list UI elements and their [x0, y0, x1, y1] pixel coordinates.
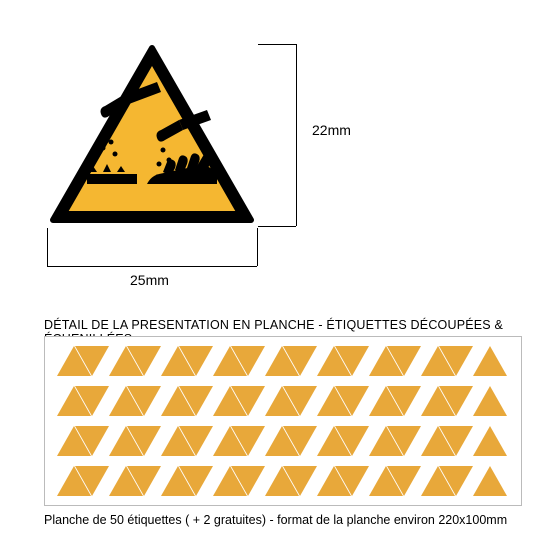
dim-h-tick-left — [47, 228, 48, 266]
sheet-triangle-down — [231, 466, 265, 496]
sheet-triangle-down — [439, 386, 473, 416]
sheet-triangle-up — [473, 466, 507, 496]
sheet-triangle-down — [127, 466, 161, 496]
dim-h-line — [47, 266, 257, 267]
dim-v-tick-top — [258, 44, 296, 45]
sheet-triangle-down — [75, 426, 109, 456]
sheet-triangle-down — [75, 466, 109, 496]
sheet-triangle-down — [179, 346, 213, 376]
dim-v-tick-bottom — [258, 226, 296, 227]
label-sheet — [44, 336, 522, 506]
sheet-triangle-down — [231, 386, 265, 416]
sheet-triangle-down — [75, 386, 109, 416]
sheet-triangle-down — [283, 426, 317, 456]
sheet-triangle-down — [335, 426, 369, 456]
dim-v-line — [296, 44, 297, 226]
sheet-triangle-down — [75, 346, 109, 376]
sheet-triangle-down — [127, 346, 161, 376]
sheet-triangle-up — [473, 426, 507, 456]
sheet-triangle-down — [387, 386, 421, 416]
corrosive-hazard-sign — [47, 44, 257, 226]
sheet-triangle-down — [387, 466, 421, 496]
sheet-triangle-down — [231, 346, 265, 376]
sheet-triangle-down — [283, 466, 317, 496]
sheet-triangle-up — [473, 386, 507, 416]
sheet-triangle-down — [179, 466, 213, 496]
sheet-triangle-up — [473, 346, 507, 376]
sheet-triangle-down — [283, 386, 317, 416]
sheet-triangle-down — [231, 426, 265, 456]
sheet-triangle-down — [335, 386, 369, 416]
sheet-triangle-down — [127, 426, 161, 456]
sheet-triangle-down — [387, 346, 421, 376]
width-dim-label: 25mm — [130, 272, 169, 288]
dim-h-tick-right — [257, 228, 258, 266]
sheet-caption: Planche de 50 étiquettes ( + 2 gratuites… — [44, 513, 507, 527]
sheet-triangle-down — [335, 466, 369, 496]
sheet-triangle-down — [439, 346, 473, 376]
sheet-triangle-down — [283, 346, 317, 376]
sheet-triangle-down — [127, 386, 161, 416]
sheet-triangle-down — [179, 386, 213, 416]
sheet-triangle-down — [439, 426, 473, 456]
sheet-triangle-down — [439, 466, 473, 496]
sheet-triangle-down — [179, 426, 213, 456]
sheet-triangle-down — [335, 346, 369, 376]
sheet-triangle-down — [387, 426, 421, 456]
height-dim-label: 22mm — [312, 122, 351, 138]
